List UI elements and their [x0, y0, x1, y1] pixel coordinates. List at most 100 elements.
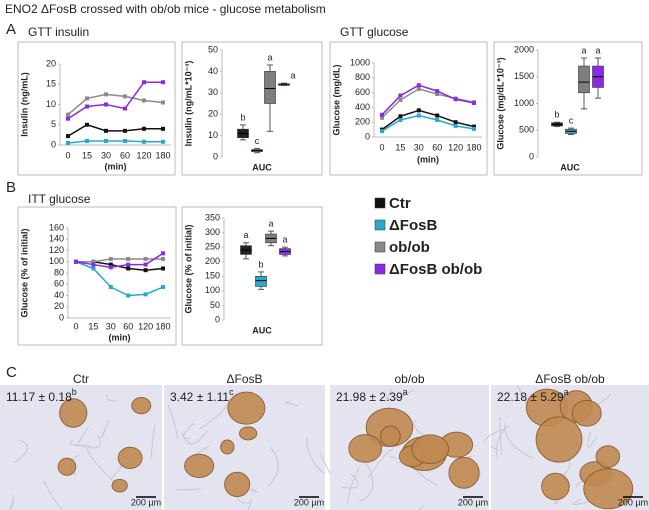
significance-letter: a [595, 45, 600, 55]
x-tick-label: 180 [155, 150, 170, 160]
y-tick-label: 40 [54, 290, 64, 300]
y-tick-label: 80 [54, 267, 64, 277]
y-tick-label: 0 [213, 151, 218, 161]
scale-label: 200 µm [458, 497, 488, 507]
data-point [91, 266, 96, 271]
y-tick-label: 350 [205, 212, 220, 222]
data-point [108, 262, 113, 267]
tissue-fiber [483, 428, 506, 443]
panel-letter: A [6, 21, 16, 38]
data-point [416, 83, 421, 88]
tissue-fiber [347, 466, 360, 504]
x-tick-label: 30 [101, 150, 111, 160]
tissue-fiber [150, 425, 156, 460]
histology-label: ob/ob [394, 372, 424, 386]
y-tick-label: 20 [208, 109, 218, 119]
y-tick-label: 1500 [514, 71, 534, 81]
data-point [416, 113, 421, 118]
data-point [66, 134, 70, 139]
x-tick-label: 15 [82, 150, 92, 160]
series-line [67, 140, 163, 144]
tissue-fiber [387, 388, 414, 401]
y-axis-label: Glucose (% of initial) [19, 228, 29, 317]
tissue-fiber [340, 473, 359, 489]
significance-letter: c [229, 387, 234, 397]
islet [224, 471, 251, 498]
tissue-fiber [285, 401, 299, 407]
y-tick-label: 1000 [514, 98, 534, 108]
chart-frame [493, 41, 643, 176]
islet [411, 434, 450, 465]
x-tick-label: 30 [414, 142, 424, 152]
data-point [398, 117, 403, 122]
data-point [398, 114, 403, 119]
x-tick-label: 0 [65, 150, 70, 160]
tissue-fiber [267, 447, 279, 487]
y-tick-label: 0 [365, 131, 370, 141]
chart-title: GTT insulin [28, 25, 89, 39]
box [264, 71, 276, 104]
data-point [126, 293, 131, 298]
y-tick-label: 0 [51, 139, 56, 149]
y-tick-label: 15 [46, 79, 56, 89]
significance-letter: c [255, 136, 260, 146]
legend-swatch [374, 197, 386, 209]
data-point [435, 89, 440, 94]
y-tick-label: 160 [49, 222, 64, 232]
histology-value: 21.98 ± 2.39a [336, 387, 408, 404]
data-point [398, 93, 403, 98]
tissue-fiber [100, 419, 110, 439]
data-point [453, 120, 458, 125]
x-axis-label: (min) [105, 161, 127, 171]
significance-letter: a [581, 45, 586, 55]
y-tick-label: 40 [208, 66, 218, 76]
y-tick-label: 400 [355, 102, 370, 112]
islet [541, 472, 570, 501]
legend-swatch [374, 241, 386, 253]
data-point [143, 292, 148, 297]
data-point [472, 100, 476, 105]
islet [117, 446, 143, 470]
series-line [67, 93, 164, 116]
series-line [381, 109, 475, 131]
tissue-fiber [183, 422, 195, 439]
data-point [85, 104, 89, 109]
y-tick-label: 500 [519, 125, 534, 135]
significance-letter: a [268, 218, 273, 228]
x-tick-label: 0 [379, 142, 384, 152]
data-point [66, 116, 70, 121]
y-axis-label: Insulin (ng/mL*10⁻³) [183, 61, 193, 147]
data-point [108, 265, 113, 270]
legend-label: ΔFosB [389, 217, 437, 234]
data-point [142, 139, 146, 144]
y-axis-label: Glucose (% of initial) [183, 224, 193, 313]
chart-frame [17, 41, 176, 176]
chart-title: GTT glucose [340, 25, 409, 39]
y-tick-label: 800 [355, 72, 370, 82]
figure-title: ENO2 ΔFosB crossed with ob/ob mice - glu… [5, 2, 326, 16]
islet [220, 439, 235, 455]
y-tick-label: 150 [205, 271, 220, 281]
data-point [123, 128, 127, 133]
significance-letter: a [290, 71, 295, 81]
data-point [161, 80, 165, 85]
chart-frame [17, 206, 177, 346]
data-point [108, 285, 113, 290]
data-point [126, 266, 131, 271]
y-tick-label: 600 [355, 87, 370, 97]
data-point [380, 129, 384, 134]
data-point [435, 92, 440, 97]
islet [239, 426, 258, 441]
scale-label: 200 µm [618, 497, 648, 507]
islet [111, 478, 128, 493]
x-tick-label: 15 [395, 142, 405, 152]
significance-letter: a [267, 52, 272, 62]
data-point [108, 256, 113, 261]
legend-label: ΔFosB ob/ob [389, 261, 482, 278]
x-axis-label: AUC [560, 162, 580, 172]
y-tick-label: 250 [205, 242, 220, 252]
islet [595, 445, 621, 468]
histology-value: 11.17 ± 0.18b [6, 387, 77, 404]
x-tick-label: 60 [120, 150, 130, 160]
